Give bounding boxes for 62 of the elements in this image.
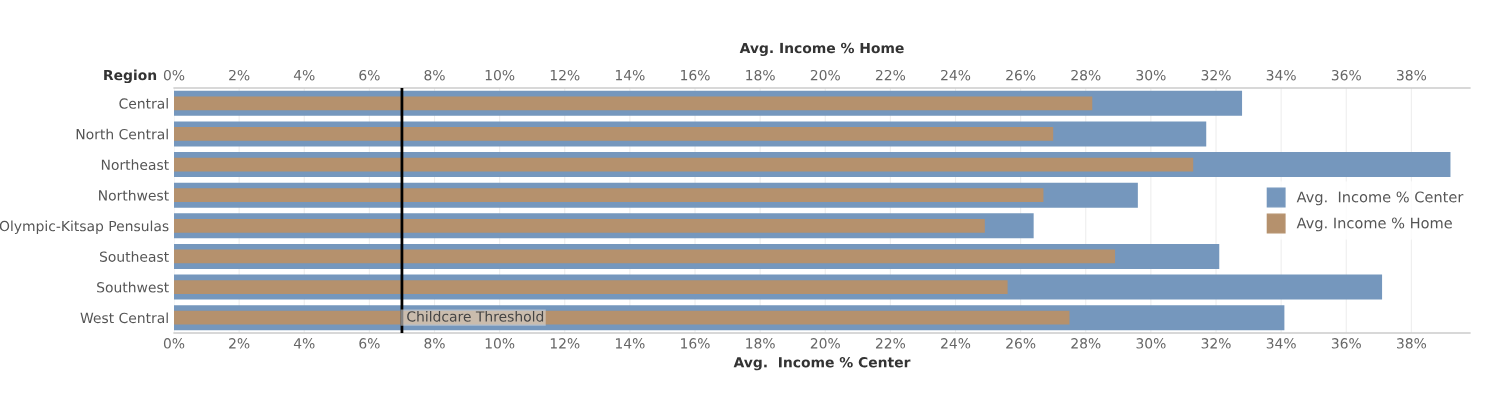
bar [174,96,1093,111]
x-tick-label: 0% [163,338,185,349]
x-tick-label: 16% [681,338,710,349]
x-tick-label: 20% [810,338,840,349]
y-tick-label: North Central [76,128,168,140]
x-tick-label: 22% [875,338,906,349]
x-tick-label: 6% [359,338,380,349]
x-tick-label: 26% [1006,338,1036,349]
bar [174,157,1194,172]
x2-tick-label: 2% [229,69,250,81]
x-tick-label: 18% [746,338,775,349]
x2-tick-label: 4% [293,69,315,81]
x2-tick-label: 8% [424,69,445,81]
y-tick-label: Central [119,98,168,109]
x-tick-label: 32% [1201,338,1231,349]
x2-tick-label: 0% [163,69,185,81]
y-tick-label: Northwest [99,189,169,201]
x2-tick-label: 16% [681,69,710,81]
x2-tick-label: 26% [1006,69,1036,81]
x-tick-label: 30% [1136,338,1166,349]
x2-tick-label: 10% [485,69,515,81]
legend-label: Avg. Income % Center [1296,191,1464,206]
x-tick-label: 34% [1266,338,1296,349]
x2-tick-label: 24% [941,69,971,81]
x2-tick-label: 12% [550,69,580,81]
x-tick-label: 12% [550,338,580,349]
x-axis-title: Avg. Income % Center [733,357,911,371]
x-tick-label: 36% [1331,338,1361,349]
x2-tick-label: 32% [1201,69,1231,81]
x2-tick-label: 22% [875,69,906,81]
bar [174,280,1008,294]
x2-tick-label: 36% [1331,69,1361,81]
x2-tick-label: 20% [810,69,840,81]
y-tick-label: Olympic-Kitsap Pensulas [0,220,169,234]
x2-tick-label: 30% [1136,69,1166,81]
y-tick-label: Northeast [101,159,169,171]
x-tick-label: 2% [229,338,250,349]
x2-tick-label: 14% [615,69,645,81]
x2-tick-label: 6% [359,69,380,81]
bar [174,188,1044,203]
x2-tick-label: 18% [746,69,775,81]
bar [174,249,1116,264]
x2-tick-label: 34% [1266,69,1296,81]
bar [174,310,1070,325]
x-tick-label: 14% [615,338,645,349]
x2-tick-label: 28% [1071,69,1101,81]
x-tick-label: 10% [485,338,515,349]
legend-label: Avg. Income % Home [1296,217,1452,232]
y-tick-label: Southwest [97,281,169,293]
x-tick-label: 4% [293,338,315,349]
x-tick-label: 8% [424,338,445,349]
x-tick-label: 38% [1397,338,1427,349]
y-axis-title: Region [104,69,157,84]
x-tick-label: 28% [1071,338,1101,349]
y-tick-label: West Central [80,312,168,324]
x2-axis-title: Avg. Income % Home [739,42,904,57]
bar [174,218,985,233]
bar [174,127,1054,141]
x2-tick-label: 38% [1397,69,1427,81]
ref-line-label: Childcare Threshold [407,310,544,322]
y-tick-label: Southeast [99,251,169,262]
x-tick-label: 24% [941,338,971,349]
